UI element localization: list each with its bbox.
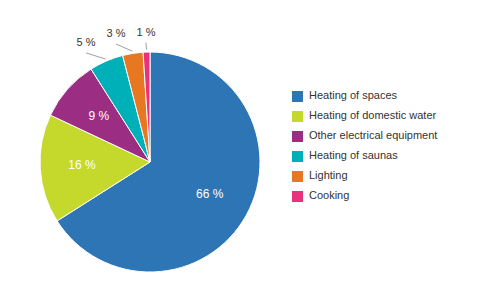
legend-label: Lighting bbox=[309, 169, 348, 181]
legend-label: Other electrical equipment bbox=[309, 129, 437, 141]
data-label: 3 % bbox=[107, 27, 126, 39]
data-label: 1 % bbox=[137, 26, 156, 38]
leader-line bbox=[146, 43, 147, 50]
legend-item: Other electrical equipment bbox=[292, 129, 437, 142]
chart: 66 %16 %9 %5 %3 %1 %Heating of spacesHea… bbox=[0, 0, 491, 302]
legend-swatch bbox=[292, 111, 303, 122]
legend-item: Heating of domestic water bbox=[292, 109, 437, 122]
legend-swatch bbox=[292, 151, 303, 162]
legend-item: Lighting bbox=[292, 169, 348, 182]
pie-slice bbox=[123, 52, 150, 162]
legend: Heating of spaces Heating of domestic wat… bbox=[292, 89, 437, 202]
legend-swatch bbox=[292, 91, 303, 102]
legend-swatch bbox=[292, 191, 303, 202]
data-label: 16 % bbox=[68, 158, 96, 172]
legend-label: Heating of domestic water bbox=[309, 109, 437, 121]
data-label: 9 % bbox=[88, 109, 109, 123]
legend-label: Heating of saunas bbox=[309, 149, 398, 161]
legend-swatch bbox=[292, 131, 303, 142]
leader-line bbox=[116, 44, 132, 51]
data-label: 5 % bbox=[77, 36, 96, 48]
data-labels: 66 % 16 % 9 % 5 % 3 % 1 % bbox=[68, 26, 224, 201]
legend-item: Cooking bbox=[292, 189, 349, 202]
legend-swatch bbox=[292, 171, 303, 182]
legend-label: Heating of spaces bbox=[309, 89, 398, 101]
legend-item: Heating of spaces bbox=[292, 89, 398, 102]
data-label: 66 % bbox=[196, 187, 224, 201]
legend-label: Cooking bbox=[309, 189, 349, 201]
pie bbox=[40, 52, 260, 272]
pie-slice bbox=[143, 52, 150, 162]
legend-item: Heating of saunas bbox=[292, 149, 398, 162]
leader-line bbox=[86, 53, 105, 59]
